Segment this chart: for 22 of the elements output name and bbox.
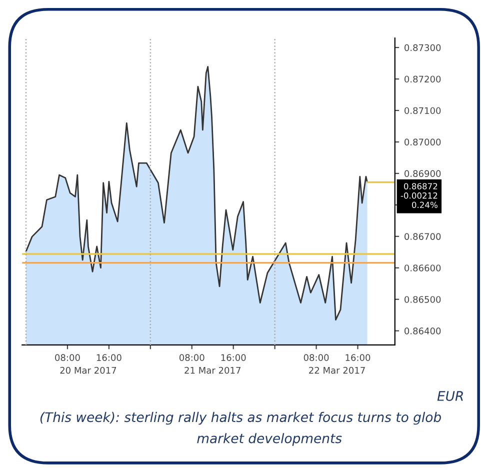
x-tick-label: 08:00 (304, 354, 329, 361)
x-tick-label: 08:00 (55, 354, 80, 361)
y-tick-label: 0.86900 (404, 170, 441, 177)
y-tick-label: 0.86600 (404, 264, 441, 272)
y-tick-label: 0.86700 (404, 233, 441, 240)
x2-tick-label: 20 Mar 2017 (60, 366, 116, 374)
x-tick-label: 16:00 (221, 354, 246, 361)
ref-line-label: 0.86872 -0.00212 0.24% (400, 183, 438, 208)
y-tick-label: 0.87200 (404, 76, 441, 83)
y-tick-label: 0.87000 (404, 138, 441, 146)
y-tick-label: 0.86400 (404, 328, 441, 334)
x2-tick-label: 21 Mar 2017 (184, 366, 240, 374)
y-tick-label: 0.86500 (404, 296, 441, 303)
x-tick-label: 16:00 (346, 354, 370, 361)
x-tick-label: 08:00 (179, 354, 204, 361)
y-tick-label: 0.87300 (404, 44, 441, 52)
x-tick-label: 16:00 (96, 354, 122, 361)
text: market developments (197, 433, 342, 446)
text: EUR (437, 391, 463, 401)
text: (This week): sterling rally halts as market focus turns to glob (40, 412, 441, 425)
y-tick-label: 0.87100 (404, 107, 441, 114)
x2-tick-label: 22 Mar 2017 (309, 366, 365, 374)
